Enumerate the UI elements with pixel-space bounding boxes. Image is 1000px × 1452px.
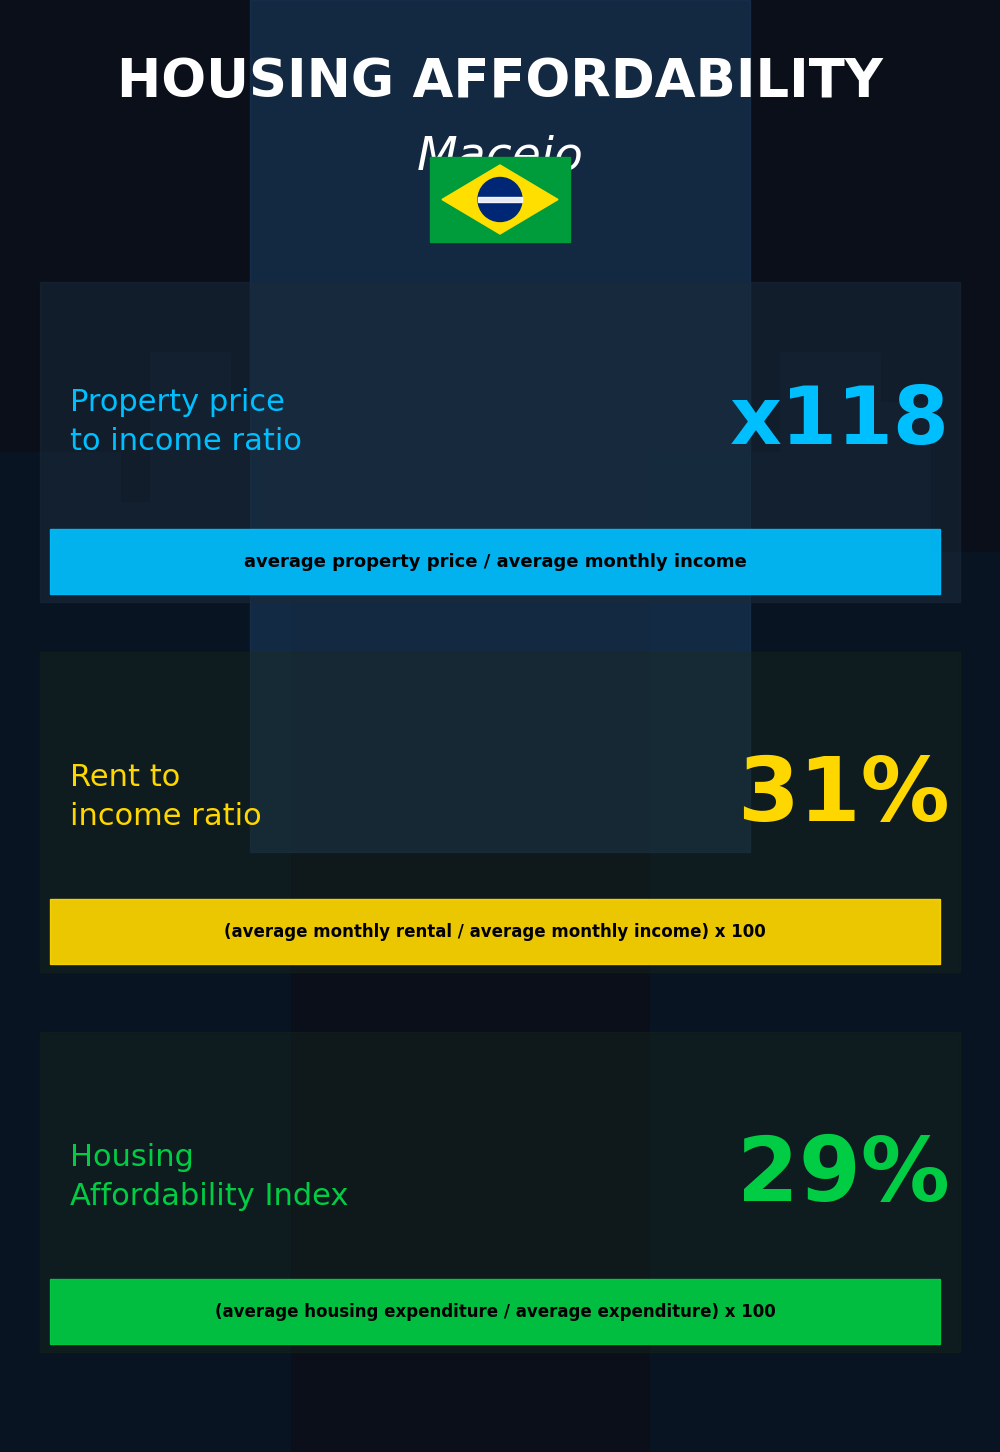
FancyBboxPatch shape bbox=[40, 1032, 960, 1352]
FancyBboxPatch shape bbox=[40, 652, 960, 971]
Bar bbox=[50, 529, 940, 594]
Text: Maceio: Maceio bbox=[417, 135, 583, 180]
Bar bbox=[80, 502, 180, 1452]
Text: 29%: 29% bbox=[737, 1134, 950, 1221]
Bar bbox=[780, 351, 880, 1452]
Bar bbox=[850, 402, 930, 1452]
Text: x118: x118 bbox=[730, 383, 950, 460]
Text: Property price
to income ratio: Property price to income ratio bbox=[70, 388, 302, 456]
Bar bbox=[478, 197, 522, 202]
Bar bbox=[700, 502, 820, 1452]
FancyBboxPatch shape bbox=[40, 282, 960, 603]
Text: (average housing expenditure / average expenditure) x 100: (average housing expenditure / average e… bbox=[215, 1302, 775, 1321]
Text: Rent to
income ratio: Rent to income ratio bbox=[70, 764, 262, 831]
Bar bbox=[240, 552, 290, 1452]
Text: 31%: 31% bbox=[737, 754, 950, 841]
Text: average property price / average monthly income: average property price / average monthly… bbox=[244, 553, 746, 571]
Text: (average monthly rental / average monthly income) x 100: (average monthly rental / average monthl… bbox=[224, 923, 766, 941]
Bar bbox=[900, 552, 1000, 1452]
Bar bbox=[250, 0, 750, 852]
Bar bbox=[150, 351, 230, 1452]
Bar bbox=[200, 402, 260, 1452]
Bar bbox=[50, 899, 940, 964]
Bar bbox=[430, 157, 570, 242]
Text: HOUSING AFFORDABILITY: HOUSING AFFORDABILITY bbox=[117, 57, 883, 107]
Text: Housing
Affordability Index: Housing Affordability Index bbox=[70, 1143, 348, 1211]
Bar bbox=[650, 452, 800, 1452]
Circle shape bbox=[478, 177, 522, 222]
Bar bbox=[0, 452, 120, 1452]
Bar bbox=[50, 1279, 940, 1345]
Polygon shape bbox=[442, 166, 558, 234]
